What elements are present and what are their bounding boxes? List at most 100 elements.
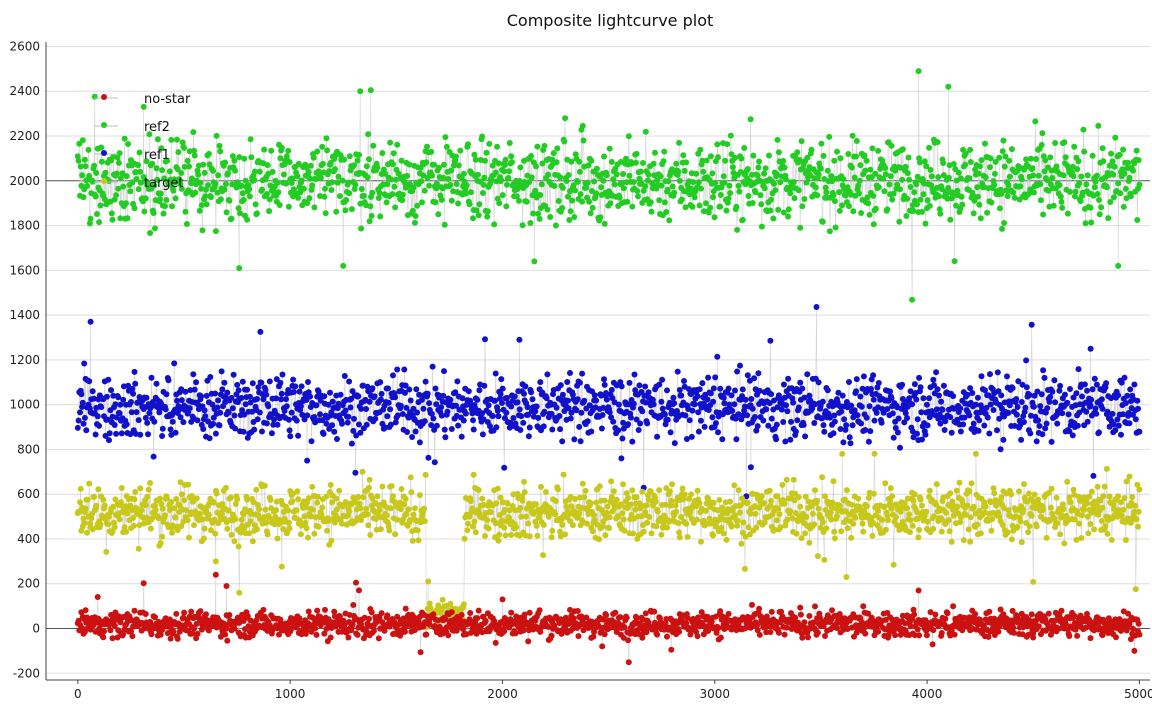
- data-point: [737, 362, 743, 369]
- data-point: [148, 631, 155, 638]
- data-point: [441, 221, 448, 228]
- data-point: [285, 416, 292, 423]
- data-point: [1098, 396, 1105, 403]
- data-point: [783, 476, 790, 483]
- data-point: [413, 386, 420, 393]
- data-point: [591, 178, 598, 185]
- data-point: [652, 149, 658, 156]
- data-point: [873, 409, 880, 416]
- data-point: [277, 379, 284, 386]
- data-point: [440, 392, 447, 399]
- data-point: [455, 422, 462, 429]
- data-point: [966, 488, 973, 495]
- data-point: [553, 159, 560, 166]
- data-point: [879, 157, 886, 164]
- data-point: [232, 516, 239, 523]
- data-point: [482, 336, 488, 343]
- data-point: [1107, 199, 1114, 205]
- data-point: [582, 487, 589, 494]
- data-point: [86, 480, 93, 487]
- data-point: [747, 464, 754, 471]
- data-point: [1121, 374, 1128, 381]
- data-point: [307, 393, 314, 400]
- data-point: [487, 509, 494, 516]
- data-point: [1136, 486, 1143, 493]
- data-point: [288, 409, 295, 416]
- data-point: [186, 534, 192, 541]
- data-point: [142, 195, 149, 202]
- data-point: [384, 181, 391, 188]
- data-point: [1021, 419, 1027, 425]
- data-point: [364, 511, 371, 518]
- data-point: [842, 192, 849, 199]
- data-point: [633, 150, 640, 157]
- data-point: [387, 421, 394, 428]
- data-point: [564, 193, 571, 200]
- data-point: [678, 392, 685, 399]
- data-point: [1112, 134, 1119, 141]
- data-point: [286, 525, 293, 532]
- data-point: [145, 431, 151, 438]
- data-point: [535, 414, 542, 421]
- data-point: [1053, 494, 1060, 501]
- data-point: [263, 391, 270, 398]
- data-point: [559, 438, 566, 445]
- data-point: [255, 384, 262, 391]
- data-point: [472, 529, 479, 536]
- data-point: [333, 208, 340, 215]
- data-point: [551, 183, 558, 189]
- data-point: [244, 216, 251, 223]
- data-point: [148, 374, 155, 381]
- data-point: [725, 195, 732, 202]
- data-point: [1082, 220, 1089, 227]
- data-point: [1035, 417, 1042, 424]
- data-point: [673, 508, 680, 515]
- data-point: [429, 363, 436, 370]
- data-point: [913, 181, 920, 188]
- data-point: [205, 182, 212, 189]
- data-point: [78, 391, 85, 398]
- data-point: [681, 167, 688, 174]
- data-point: [309, 182, 316, 189]
- data-point: [489, 162, 496, 169]
- data-point: [208, 194, 214, 201]
- data-point: [831, 418, 838, 425]
- data-point: [471, 151, 478, 158]
- data-point: [737, 509, 743, 516]
- data-point: [298, 177, 305, 184]
- data-point: [1043, 534, 1050, 541]
- data-point: [712, 374, 719, 381]
- data-point: [146, 410, 153, 417]
- data-point: [1067, 499, 1074, 506]
- data-point: [999, 148, 1006, 155]
- data-point: [460, 601, 467, 608]
- data-point: [1105, 215, 1112, 222]
- data-point: [98, 144, 105, 151]
- data-point: [192, 189, 199, 196]
- data-point: [939, 406, 946, 413]
- data-point: [254, 526, 260, 533]
- data-point: [682, 204, 689, 211]
- data-point: [1048, 438, 1055, 445]
- data-point: [916, 526, 923, 533]
- data-point: [1084, 418, 1091, 425]
- data-point: [203, 186, 209, 193]
- data-point: [1067, 386, 1073, 392]
- data-point: [1018, 436, 1025, 443]
- data-point: [173, 496, 180, 502]
- data-point: [487, 423, 493, 430]
- data-point: [375, 635, 382, 642]
- data-point: [421, 518, 428, 525]
- data-point: [168, 499, 175, 505]
- data-point: [758, 223, 765, 230]
- data-point: [846, 434, 853, 441]
- data-point: [440, 174, 447, 181]
- data-point: [555, 198, 562, 204]
- data-point: [851, 407, 858, 414]
- data-point: [919, 208, 925, 215]
- data-point: [862, 167, 869, 174]
- data-point: [210, 420, 217, 427]
- data-point: [996, 154, 1003, 161]
- data-point: [163, 391, 170, 398]
- data-point: [1131, 381, 1138, 388]
